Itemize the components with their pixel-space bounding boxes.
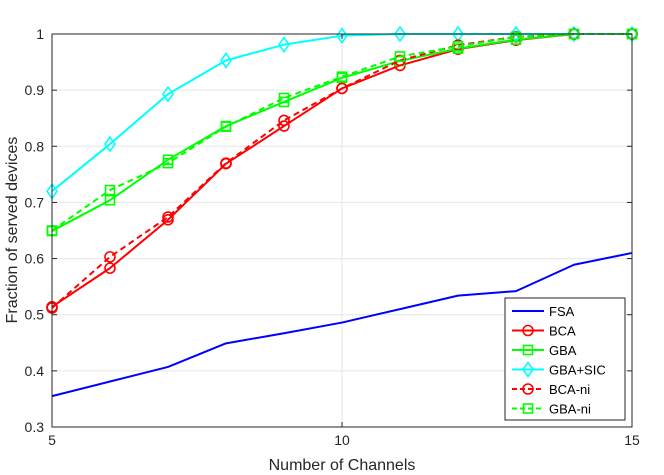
data-point-diamond bbox=[162, 85, 174, 103]
data-point-square bbox=[220, 121, 232, 132]
data-point-square bbox=[452, 41, 464, 52]
legend-label: BCA bbox=[549, 324, 576, 339]
legend: FSA BCA GBA GBA+SIC BCA-ni GBA-ni bbox=[504, 297, 626, 421]
legend-item: GBA-ni bbox=[512, 402, 591, 417]
series-line bbox=[51, 33, 632, 232]
data-point-diamond bbox=[394, 25, 406, 43]
legend-marker-square bbox=[522, 344, 534, 356]
ticks: 0.30.40.50.60.70.80.915 10 15 bbox=[25, 26, 640, 448]
legend-item: FSA bbox=[512, 304, 575, 319]
legend-label: BCA-ni bbox=[549, 382, 590, 397]
x-axis-label: Number of Channels bbox=[269, 457, 416, 474]
legend-label: FSA bbox=[549, 304, 575, 319]
legend-marker-circle bbox=[522, 324, 534, 337]
data-point-diamond bbox=[104, 135, 116, 153]
data-point-square bbox=[510, 31, 522, 43]
data-point-square bbox=[278, 92, 290, 104]
y-tick-label: 1 bbox=[36, 26, 44, 42]
legend-item: GBA+SIC bbox=[512, 361, 606, 378]
legend-label: GBA-ni bbox=[549, 402, 591, 417]
legend-item: BCA bbox=[512, 324, 576, 339]
data-point-square bbox=[336, 71, 348, 82]
data-point-circle bbox=[336, 82, 348, 95]
legend-label: GBA+SIC bbox=[549, 363, 606, 378]
x-tick-label: 10 bbox=[334, 432, 350, 448]
data-point-diamond bbox=[278, 36, 290, 54]
data-point-diamond bbox=[568, 25, 580, 43]
series-line bbox=[51, 33, 632, 309]
series-line bbox=[51, 251, 633, 398]
y-axis-label: Fraction of served devices bbox=[4, 137, 21, 324]
y-tick-label: 0.4 bbox=[25, 363, 45, 379]
y-tick-label: 0.3 bbox=[25, 419, 45, 435]
legend-marker-diamond bbox=[522, 361, 534, 378]
legend-marker-square bbox=[522, 403, 534, 414]
data-point-circle bbox=[104, 262, 116, 274]
series-line bbox=[51, 33, 632, 232]
legend-label: GBA bbox=[549, 343, 577, 358]
legend-item: GBA bbox=[512, 343, 577, 358]
y-tick-label: 0.6 bbox=[25, 251, 45, 267]
data-point-diamond bbox=[336, 27, 348, 45]
x-tick-label: 5 bbox=[48, 432, 56, 448]
data-point-circle bbox=[220, 157, 232, 169]
data-point-circle bbox=[278, 114, 290, 127]
data-point-square bbox=[104, 184, 116, 196]
y-tick-label: 0.8 bbox=[25, 138, 45, 154]
data-point-circle bbox=[162, 211, 174, 223]
data-point-square bbox=[394, 51, 406, 62]
data-point-diamond bbox=[220, 52, 232, 69]
legend-item: BCA-ni bbox=[512, 382, 590, 397]
y-tick-label: 0.9 bbox=[25, 82, 45, 98]
data-point-circle bbox=[104, 251, 116, 263]
data-point-square bbox=[104, 194, 116, 206]
series-fsa bbox=[51, 251, 633, 398]
y-tick-label: 0.7 bbox=[25, 194, 45, 210]
data-point-square bbox=[162, 157, 174, 169]
legend-box bbox=[504, 297, 626, 421]
legend-marker-circle bbox=[522, 383, 534, 395]
x-tick-label: 15 bbox=[624, 432, 640, 448]
y-tick-label: 0.5 bbox=[25, 307, 45, 323]
data-point-circle bbox=[278, 120, 290, 132]
